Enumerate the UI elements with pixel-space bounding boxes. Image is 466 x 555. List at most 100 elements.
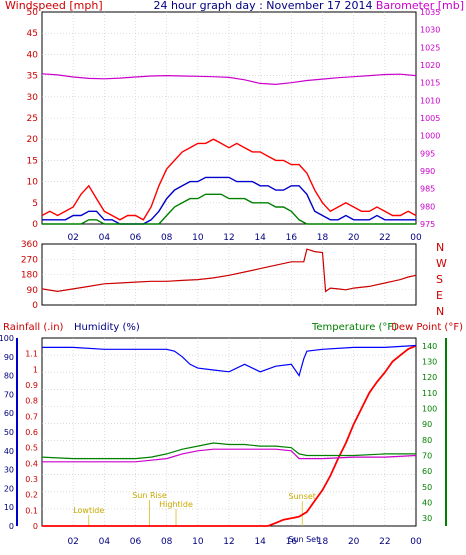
wind-ytick-label: 20 bbox=[27, 135, 39, 145]
humidity-ytick-label: 10 bbox=[4, 503, 14, 512]
annotation-label: Hightide bbox=[159, 500, 193, 509]
humidity-ytick-label: 80 bbox=[4, 372, 14, 381]
wind-axis-label: Windspeed [mph] bbox=[5, 0, 103, 12]
wind-ytick-label: 15 bbox=[27, 156, 38, 166]
annotation-label: Sunset bbox=[289, 492, 316, 501]
temperature-ytick-label: 50 bbox=[422, 483, 432, 492]
wind-ytick-label: 5 bbox=[32, 199, 38, 209]
wind-ytick-label: 0 bbox=[32, 220, 38, 230]
rain-ytick-label: 0.7 bbox=[25, 412, 38, 421]
baro-ytick-label: 985 bbox=[420, 185, 435, 194]
series-wind-gust-line bbox=[42, 193, 416, 225]
wind-xtick-label: 04 bbox=[99, 233, 111, 243]
humidity-ytick-label: 0 bbox=[9, 522, 14, 531]
dewpoint-axis-label: Dew Point (°F) bbox=[391, 322, 463, 333]
wind-xtick-label: 12 bbox=[223, 233, 234, 243]
rain-xtick-label: 16 bbox=[286, 537, 298, 547]
humidity-axis-label: Humidity (%) bbox=[74, 322, 140, 333]
compass-label: S bbox=[436, 273, 443, 286]
rain-ytick-label: 0.5 bbox=[25, 444, 38, 453]
series-rainfall-line bbox=[42, 344, 417, 527]
series-windspeed-line bbox=[41, 138, 417, 221]
humidity-ytick-label: 20 bbox=[4, 484, 14, 493]
wind-xtick-label: 22 bbox=[379, 233, 390, 243]
temperature-ytick-label: 110 bbox=[422, 389, 437, 398]
baro-ytick-label: 1030 bbox=[420, 26, 440, 35]
rain-ytick-label: 0.2 bbox=[25, 491, 38, 500]
wind-xtick-label: 18 bbox=[317, 233, 329, 243]
rain-xtick-label: 00 bbox=[410, 537, 422, 547]
baro-ytick-label: 1010 bbox=[420, 96, 440, 105]
humidity-ytick-label: 60 bbox=[4, 409, 14, 418]
series-wind-direction-line bbox=[41, 248, 417, 293]
rain-xtick-label: 20 bbox=[348, 537, 360, 547]
baro-ytick-label: 1020 bbox=[420, 61, 440, 70]
rain-xtick-label: 12 bbox=[223, 537, 234, 547]
rain-ytick-label: 0.4 bbox=[25, 459, 38, 468]
annotation-label: Sun Rise bbox=[132, 491, 167, 500]
wind-xtick-label: 20 bbox=[348, 233, 360, 243]
rain-ytick-label: 0.9 bbox=[25, 381, 38, 390]
temperature-ytick-label: 100 bbox=[422, 405, 437, 414]
rain-xtick-label: 08 bbox=[161, 537, 173, 547]
wind-ytick-label: 30 bbox=[27, 93, 39, 103]
baro-axis-label: Barometer [mb] bbox=[376, 0, 464, 12]
rain-ytick-label: 0.8 bbox=[25, 397, 38, 406]
baro-ytick-label: 975 bbox=[420, 220, 435, 229]
direction-ytick-label: 0 bbox=[32, 301, 38, 311]
temperature-ytick-label: 60 bbox=[422, 467, 432, 476]
series-windspeed-avg--line bbox=[42, 176, 416, 225]
wind-ytick-label: 40 bbox=[27, 50, 39, 60]
baro-ytick-label: 1015 bbox=[420, 79, 440, 88]
baro-ytick-label: 1005 bbox=[420, 114, 440, 123]
annotation-label: Sun Set bbox=[288, 535, 319, 544]
humidity-ytick-label: 70 bbox=[4, 390, 14, 399]
temperature-ytick-label: 80 bbox=[422, 436, 432, 445]
humidity-ytick-label: 30 bbox=[4, 466, 14, 475]
humidity-ytick-label: 90 bbox=[4, 353, 14, 362]
baro-ytick-label: 1025 bbox=[420, 43, 440, 52]
temperature-ytick-label: 140 bbox=[422, 342, 437, 351]
direction-ytick-label: 180 bbox=[21, 271, 38, 281]
compass-label: N bbox=[436, 305, 444, 318]
wind-ytick-label: 45 bbox=[27, 29, 38, 39]
wind-ytick-label: 50 bbox=[27, 8, 39, 18]
direction-ytick-label: 270 bbox=[21, 255, 38, 265]
series-dew-point-line bbox=[42, 448, 417, 463]
rain-ytick-label: 1 bbox=[33, 365, 38, 374]
compass-label: W bbox=[436, 257, 447, 270]
wind-xtick-label: 14 bbox=[254, 233, 266, 243]
wind-xtick-label: 06 bbox=[130, 233, 142, 243]
baro-ytick-label: 990 bbox=[420, 167, 435, 176]
rain-xtick-label: 14 bbox=[254, 537, 266, 547]
wind-ytick-label: 10 bbox=[27, 178, 39, 188]
series-barometer-line bbox=[41, 73, 417, 86]
baro-ytick-label: 995 bbox=[420, 149, 435, 158]
series-temperature-line bbox=[41, 442, 416, 460]
chart-title: 24 hour graph day : November 17 2014 bbox=[153, 0, 372, 12]
wind-ytick-label: 35 bbox=[27, 72, 38, 82]
humidity-ytick-label: 100 bbox=[0, 334, 14, 343]
temperature-ytick-label: 120 bbox=[422, 373, 437, 382]
wind-ytick-label: 25 bbox=[27, 114, 38, 124]
wind-xtick-label: 10 bbox=[192, 233, 204, 243]
rain-xtick-label: 18 bbox=[317, 537, 329, 547]
wind-xtick-label: 02 bbox=[67, 233, 78, 243]
wind-xtick-label: 08 bbox=[161, 233, 173, 243]
humidity-ytick-label: 50 bbox=[4, 428, 14, 437]
temperature-ytick-label: 30 bbox=[422, 514, 432, 523]
rain-ytick-label: 0.1 bbox=[25, 506, 38, 515]
wind-xtick-label: 16 bbox=[286, 233, 298, 243]
temperature-ytick-label: 90 bbox=[422, 420, 432, 429]
rain-xtick-label: 02 bbox=[67, 537, 78, 547]
rain-xtick-label: 06 bbox=[130, 537, 142, 547]
direction-ytick-label: 360 bbox=[21, 240, 38, 250]
series-humidity-line bbox=[42, 344, 417, 377]
rain-xtick-label: 04 bbox=[99, 537, 111, 547]
rain-ytick-label: 0 bbox=[33, 522, 38, 531]
rain-xtick-label: 10 bbox=[192, 537, 204, 547]
baro-ytick-label: 1000 bbox=[420, 132, 440, 141]
direction-ytick-label: 90 bbox=[27, 286, 39, 296]
temperature-axis-label: Temperature (°F) bbox=[311, 322, 397, 333]
